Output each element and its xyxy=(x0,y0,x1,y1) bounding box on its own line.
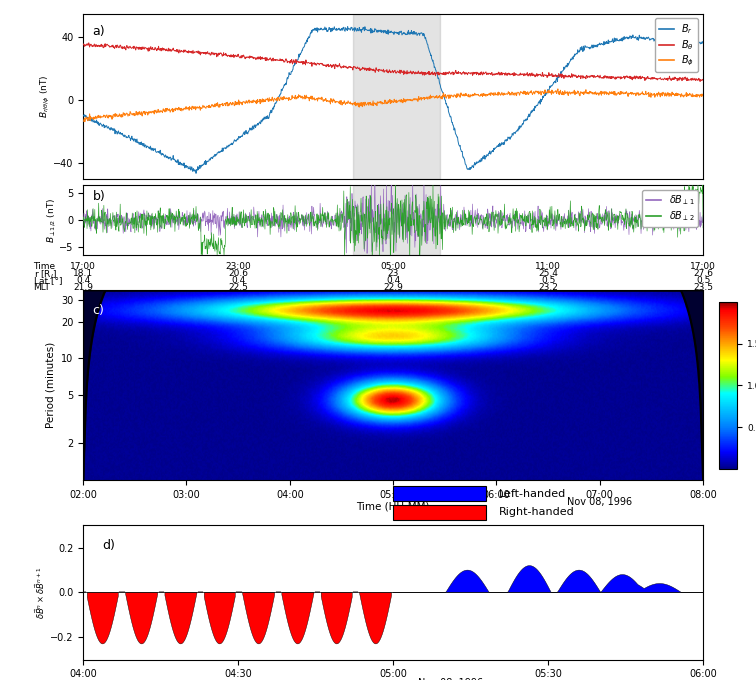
Text: c): c) xyxy=(92,304,104,317)
Bar xyxy=(393,505,486,520)
Text: 11:00: 11:00 xyxy=(535,262,561,271)
Bar xyxy=(393,486,486,501)
Text: 22.5: 22.5 xyxy=(228,283,248,292)
Text: 0.5: 0.5 xyxy=(696,276,711,285)
Text: 20.6: 20.6 xyxy=(228,269,248,278)
Text: 17:00: 17:00 xyxy=(70,262,96,271)
Text: 0.4: 0.4 xyxy=(76,276,90,285)
Text: 0.5: 0.5 xyxy=(541,276,556,285)
Text: a): a) xyxy=(92,25,105,38)
Text: 05:00: 05:00 xyxy=(380,262,406,271)
Text: Time: Time xyxy=(33,262,56,271)
Text: 25.4: 25.4 xyxy=(538,269,558,278)
Text: 0.4: 0.4 xyxy=(231,276,245,285)
Text: Nov 08, 1996: Nov 08, 1996 xyxy=(418,679,483,680)
Text: 22.9: 22.9 xyxy=(383,283,403,292)
Y-axis label: $B_{\perp 1/2}$ (nT): $B_{\perp 1/2}$ (nT) xyxy=(45,197,57,243)
Bar xyxy=(353,14,440,179)
Text: 17:00: 17:00 xyxy=(690,262,716,271)
Text: d): d) xyxy=(102,539,115,551)
Text: Left-handed: Left-handed xyxy=(498,489,565,498)
Text: b): b) xyxy=(92,190,105,203)
Bar xyxy=(353,185,440,255)
Text: 23: 23 xyxy=(387,269,399,278)
Text: 21.9: 21.9 xyxy=(73,283,93,292)
X-axis label: Time (HH:MM): Time (HH:MM) xyxy=(356,501,430,511)
Legend: $B_r$, $B_\theta$, $B_\phi$: $B_r$, $B_\theta$, $B_\phi$ xyxy=(655,18,699,72)
Text: 23:00: 23:00 xyxy=(225,262,251,271)
Text: r [R$_J$]: r [R$_J$] xyxy=(33,269,57,282)
Text: 18.1: 18.1 xyxy=(73,269,93,278)
Y-axis label: $\delta\vec{B}^n \times \delta\vec{B}^{n+1}$: $\delta\vec{B}^n \times \delta\vec{B}^{n… xyxy=(33,566,47,619)
Text: 27.6: 27.6 xyxy=(693,269,713,278)
Text: Right-handed: Right-handed xyxy=(498,507,575,517)
Text: 23.2: 23.2 xyxy=(538,283,558,292)
Text: Lat [°]: Lat [°] xyxy=(33,276,62,285)
Y-axis label: Period (minutes): Period (minutes) xyxy=(45,342,55,428)
Text: MLT: MLT xyxy=(33,283,51,292)
Text: 23.5: 23.5 xyxy=(693,283,713,292)
Text: 0.4: 0.4 xyxy=(386,276,400,285)
Text: Nov 08, 1996: Nov 08, 1996 xyxy=(567,497,632,507)
Legend: $\delta B_{\perp 1}$, $\delta B_{\perp 2}$: $\delta B_{\perp 1}$, $\delta B_{\perp 2… xyxy=(643,190,699,227)
Y-axis label: $B_{r/\theta/\phi}$ (nT): $B_{r/\theta/\phi}$ (nT) xyxy=(39,74,51,118)
